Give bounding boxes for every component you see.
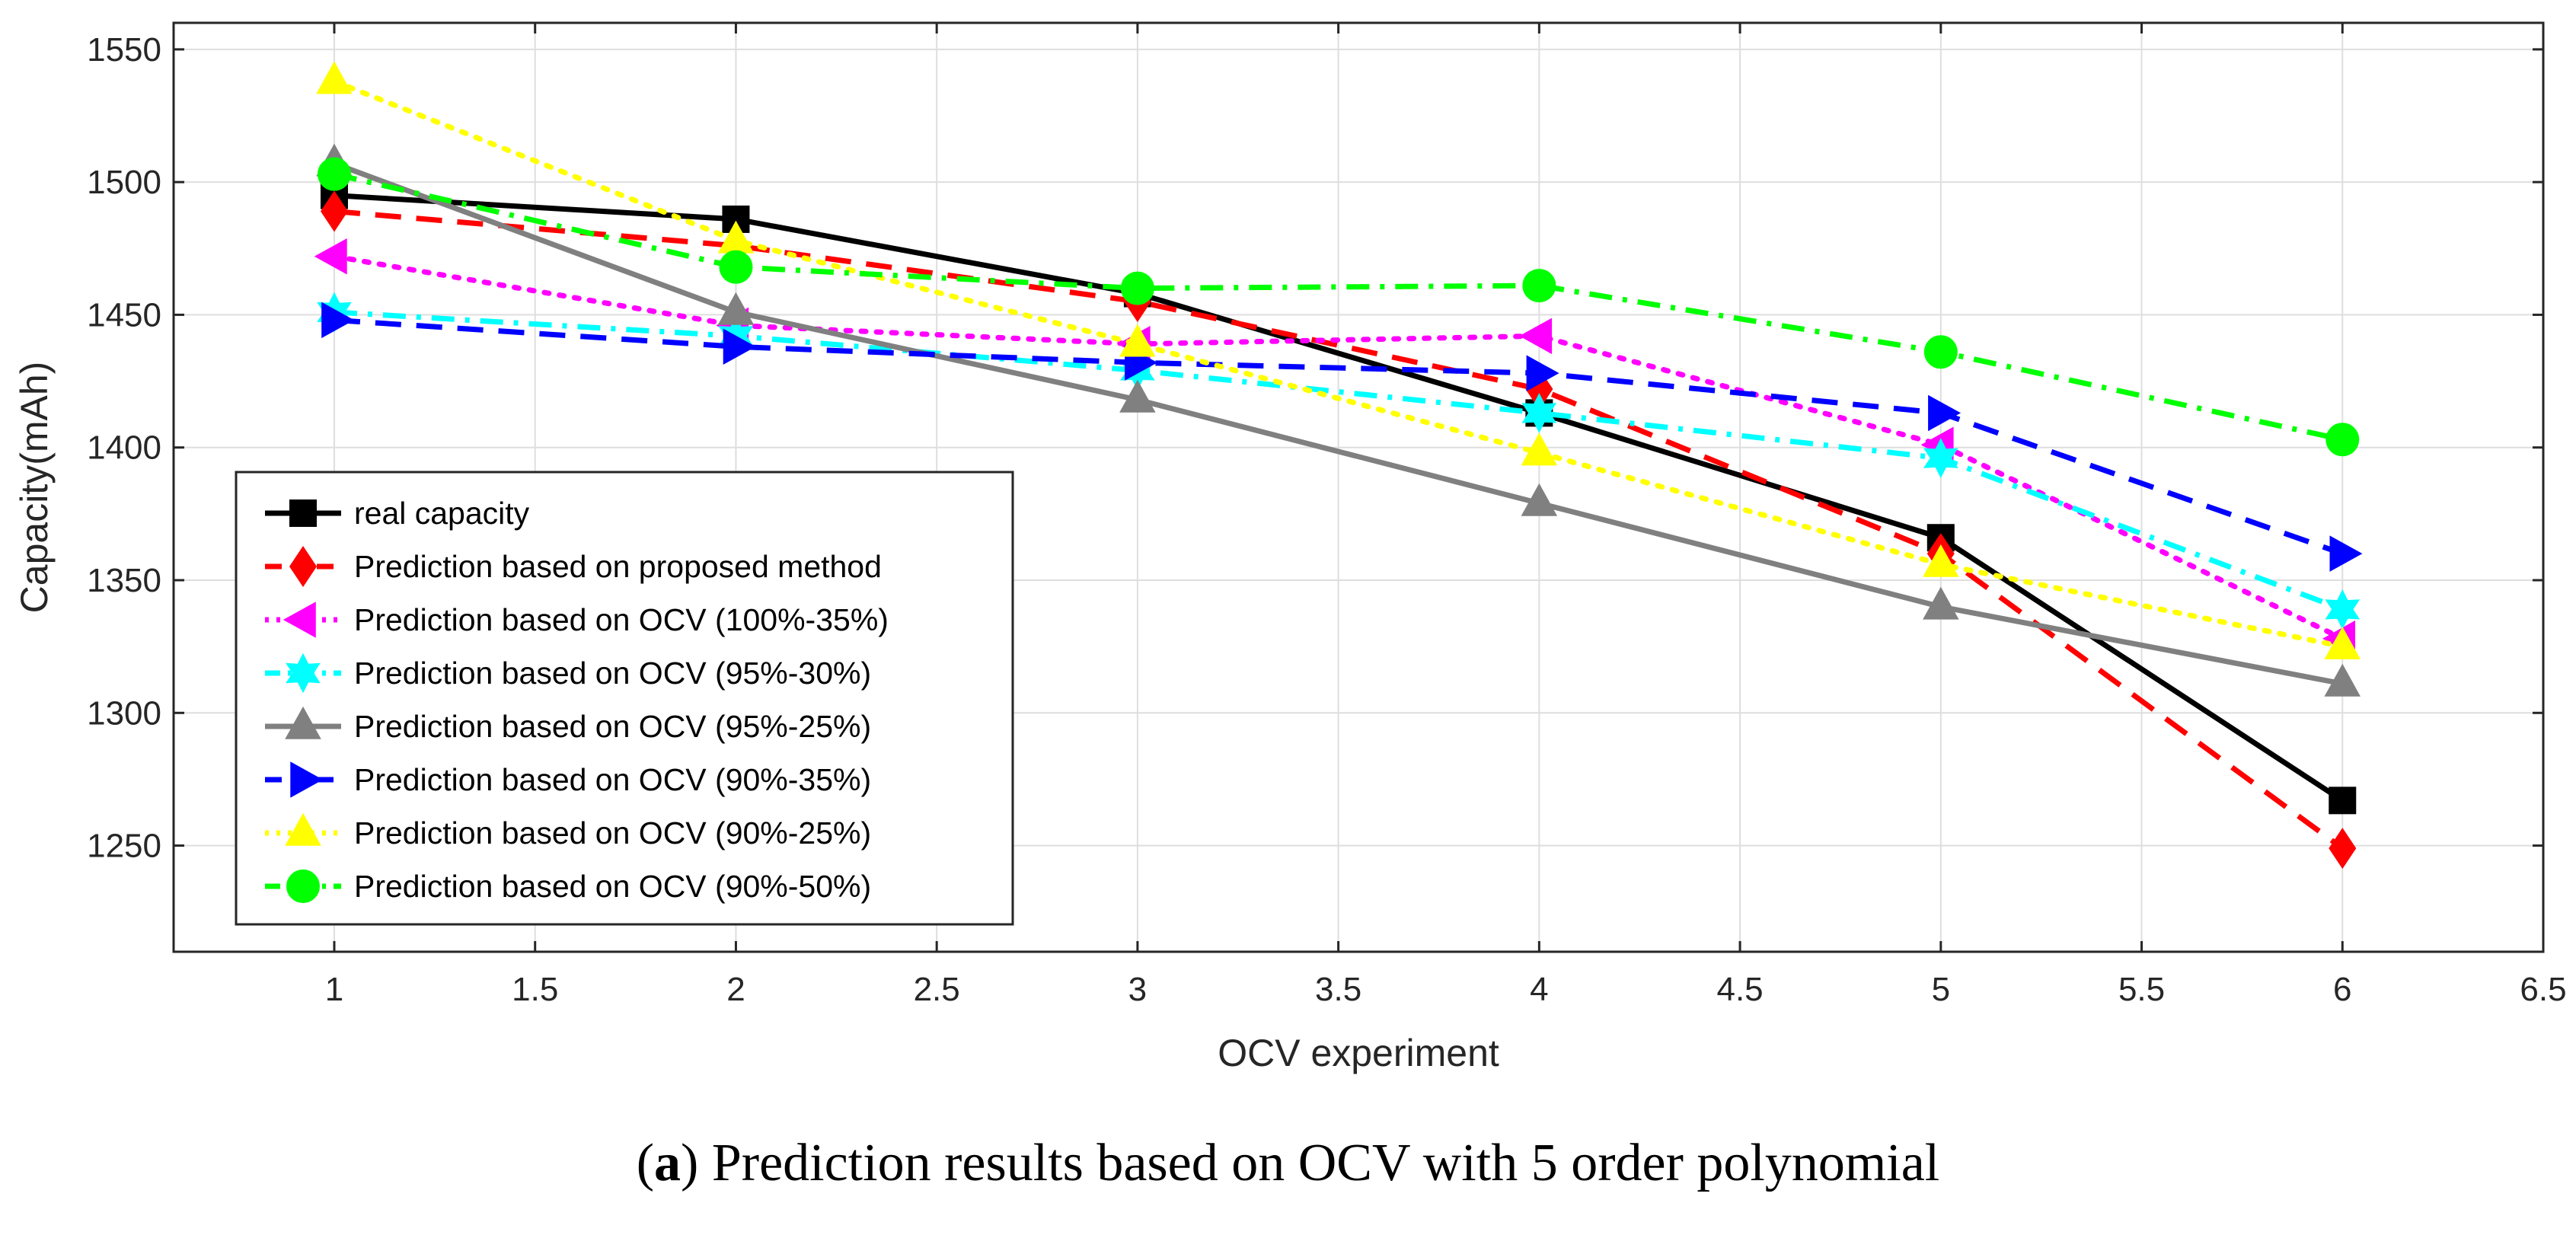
chart: 1 1.5 2 2.5 3 3.5 4 4.5 5 5.5 6 6.5 1250 1300 1350 1400… [13,21,2567,1074]
legend-marker [285,706,321,739]
x-tick-label: 5.5 [2118,971,2165,1008]
y-tick-label: 1500 [87,164,161,201]
data-point [1923,586,1959,620]
legend: real capacity Prediction based on propose… [235,471,1014,926]
data-point [1119,324,1156,357]
series-layer [314,61,2363,870]
series-8 [317,157,2360,457]
data-point [719,250,753,284]
data-point [2329,787,2357,815]
series-line [333,161,2343,687]
legend-label: Prediction based on OCV (90%-25%) [354,815,871,850]
legend-label: Prediction based on OCV (90%-35%) [354,762,871,797]
caption-open-paren: ( [636,1134,655,1192]
legend-marker [289,499,317,527]
series-6 [321,302,2363,572]
y-tick-label: 1450 [87,296,161,333]
data-point [1120,271,1154,305]
legend-item: Prediction based on OCV (90%-35%) [265,761,871,798]
data-point [1521,432,1558,466]
data-point [2325,423,2360,457]
legend-item: Prediction based on OCV (100%-35%) [265,602,889,638]
x-tick-label: 6.5 [2520,971,2566,1008]
data-point [1526,355,1559,391]
legend-item: Prediction based on OCV (95%-25%) [265,706,871,744]
legend-label: Prediction based on OCV (90%-50%) [354,869,871,904]
data-point [2324,626,2361,659]
figure-caption: (a) Prediction results based on OCV with… [0,1133,2576,1194]
data-point [317,157,351,191]
data-point [316,61,353,94]
data-point [1119,379,1156,413]
y-tick-label: 1350 [87,562,161,599]
series-line [334,209,2345,850]
caption-panel-letter: a [654,1134,682,1192]
data-point [1923,335,1958,369]
x-tick-label: 4.5 [1716,971,1763,1008]
series-line [331,78,2345,649]
y-tick-label: 1250 [87,828,161,865]
x-axis-label: OCV experiment [1218,1032,1499,1074]
legend-marker [285,812,321,846]
x-tick-label: 2.5 [914,971,960,1008]
y-tick-label: 1550 [87,31,161,69]
legend-label: real capacity [354,496,530,531]
x-tick-label: 3 [1128,971,1147,1008]
x-tick-label: 3.5 [1315,971,1361,1008]
legend-label: Prediction based on OCV (95%-25%) [354,709,871,744]
data-point [1519,318,1553,355]
data-point [717,292,755,325]
data-point [2329,535,2363,572]
caption-text: ) Prediction results based on OCV with 5… [681,1134,1940,1192]
data-point [723,328,756,365]
data-point [1522,269,1556,303]
legend-label: Prediction based on proposed method [354,549,882,584]
legend-label: Prediction based on OCV (95%-30%) [354,656,871,691]
data-point [1923,544,1959,577]
series-line [334,193,2345,803]
series-line [334,171,2344,442]
x-tick-label: 4 [1530,971,1548,1008]
legend-marker [286,870,320,903]
legend-item: Prediction based on proposed method [265,545,882,588]
series-7 [316,61,2361,659]
legend-label: Prediction based on OCV (100%-35%) [354,602,889,637]
plot-border [172,21,2545,953]
x-tick-label: 6 [2333,971,2351,1008]
tick-labels: 1 1.5 2 2.5 3 3.5 4 4.5 5 5.5 6 6.5 1250 1300 1350 1400… [87,23,2567,1008]
x-tick-label: 2 [726,971,745,1008]
data-point [1521,393,1557,433]
legend-marker [282,602,316,638]
data-point [1923,438,1958,479]
data-point [2324,663,2361,697]
legend-marker [286,653,321,694]
data-point [2329,828,2357,870]
data-point [1521,483,1558,516]
legend-marker [290,761,324,798]
legend-item: real capacity [265,496,530,531]
y-axis-label: Capacity(mAh) [13,362,56,614]
legend-marker [289,545,318,588]
legend-item: Prediction based on OCV (95%-30%) [265,653,871,694]
series-line [334,317,2344,557]
legend-box [235,471,1014,926]
y-tick-label: 1300 [87,694,161,732]
y-tick-label: 1400 [87,429,161,467]
data-point [321,302,355,339]
x-tick-label: 1 [325,971,343,1008]
data-point [1928,394,1962,432]
x-tick-label: 5 [1932,971,1950,1008]
x-tick-label: 1.5 [512,971,558,1008]
legend-item: Prediction based on OCV (90%-50%) [265,869,871,904]
data-point [314,238,347,275]
data-point [320,190,349,232]
series-line [331,254,2345,642]
legend-item: Prediction based on OCV (90%-25%) [265,812,871,850]
